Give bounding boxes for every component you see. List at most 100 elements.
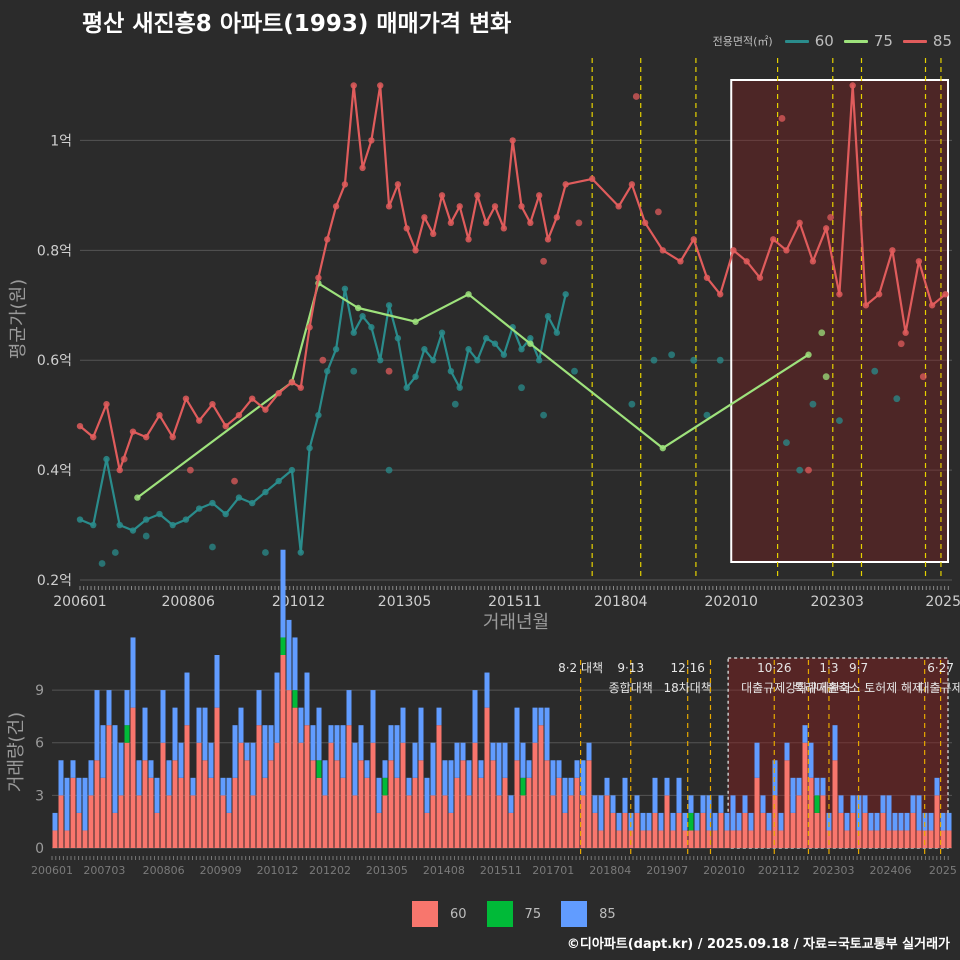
volume-bar-85 [190, 777, 196, 796]
price-x-tick-label: 2025 [925, 594, 960, 610]
bar-legend-item-85: 85 [561, 901, 616, 927]
volume-x-tick-label: 202406 [869, 864, 911, 877]
volume-bar-60 [406, 795, 412, 848]
price-x-tick-label: 202303 [810, 594, 863, 610]
price-point-60 [447, 368, 455, 375]
volume-bar-85 [94, 690, 100, 761]
policy-label: 9·7 [849, 661, 868, 675]
volume-bar-60 [508, 812, 514, 848]
price-point-60 [306, 444, 313, 452]
price-point-60 [315, 411, 322, 419]
volume-bar-85 [532, 707, 538, 743]
price-point-85 [588, 175, 596, 183]
volume-bar-60 [604, 795, 610, 848]
volume-bar-85 [136, 760, 142, 796]
volume-bar-85 [160, 690, 166, 743]
volume-bar-85 [940, 812, 946, 831]
volume-bar-60 [310, 760, 316, 848]
price-point-85 [350, 82, 357, 89]
price-point-85 [500, 225, 508, 232]
bar-legend-swatch-60 [412, 901, 438, 927]
price-point-85 [438, 192, 446, 199]
price-point-85 [447, 219, 455, 227]
volume-bar-85 [304, 672, 310, 726]
volume-bar-60 [670, 830, 676, 848]
volume-bar-60 [286, 690, 292, 848]
volume-bar-85 [442, 760, 448, 796]
price-point-85 [482, 219, 490, 227]
volume-x-tick-label: 200909 [200, 864, 242, 877]
volume-bar-60 [340, 777, 346, 848]
volume-bar-85 [910, 795, 916, 813]
volume-bar-85 [280, 549, 286, 638]
volume-x-tick-label: 201408 [423, 864, 465, 877]
volume-bar-60 [574, 777, 580, 848]
volume-bar-60 [754, 777, 760, 848]
bar-legend-label-75: 75 [524, 906, 542, 922]
volume-x-tick-label: 2025 [929, 864, 957, 877]
volume-bar-75 [814, 795, 820, 813]
price-point-85 [324, 236, 331, 243]
volume-bar-60 [904, 830, 910, 848]
price-y-tick-label: 0.8억 [37, 243, 72, 259]
volume-bar-85 [232, 725, 238, 778]
price-point-85 [677, 258, 684, 265]
price-point-60 [421, 346, 428, 353]
volume-bar-60 [238, 742, 244, 848]
volume-bar-85 [388, 725, 394, 761]
volume-bar-85 [586, 742, 592, 761]
price-point-60 [209, 499, 216, 507]
volume-bar-85 [772, 760, 778, 796]
volume-bar-60 [550, 795, 556, 848]
volume-bar-60 [934, 795, 940, 848]
volume-bar-85 [844, 812, 850, 831]
volume-bar-60 [106, 725, 112, 848]
volume-bar-85 [244, 742, 250, 761]
volume-bar-60 [196, 742, 202, 848]
price-point-60 [143, 516, 150, 523]
legend-item-75: 75 [843, 32, 893, 50]
price-dot-85 [654, 208, 662, 216]
price-point-85 [332, 203, 340, 210]
volume-bar-60 [862, 812, 868, 848]
volume-bar-60 [664, 795, 670, 848]
volume-bar-85 [208, 742, 214, 778]
price-point-85 [306, 324, 313, 331]
volume-y-tick-label: 9 [35, 683, 44, 699]
volume-bar-60 [250, 795, 256, 848]
bar-legend-swatch-75 [486, 901, 513, 927]
price-dot-60 [783, 439, 790, 447]
volume-bar-85 [166, 760, 172, 796]
volume-bar-85 [118, 742, 124, 796]
volume-bar-75 [316, 760, 322, 778]
price-point-60 [156, 510, 163, 518]
volume-bar-85 [370, 690, 376, 743]
policy-label: 1·3 [819, 661, 838, 675]
volume-bar-60 [652, 812, 658, 848]
price-point-60 [350, 329, 357, 336]
price-point-85 [359, 164, 366, 172]
price-point-60 [129, 527, 137, 534]
price-dot-60 [628, 400, 636, 408]
volume-bar-85 [802, 725, 808, 743]
volume-bar-60 [184, 725, 190, 848]
volume-bar-85 [616, 812, 622, 831]
price-point-85 [730, 247, 737, 254]
price-point-85 [129, 428, 137, 435]
volume-bar-85 [700, 795, 706, 813]
volume-bar-60 [460, 760, 466, 848]
volume-bar-60 [910, 812, 916, 848]
volume-bar-60 [856, 830, 862, 848]
volume-bar-60 [136, 795, 142, 848]
volume-bar-60 [118, 795, 124, 848]
volume-bar-60 [316, 777, 322, 848]
volume-bar-60 [562, 812, 568, 848]
price-point-85 [769, 236, 777, 243]
price-point-60 [116, 521, 123, 529]
price-point-60 [377, 357, 384, 364]
volume-bar-60 [718, 812, 724, 848]
volume-bar-60 [160, 742, 166, 848]
policy-sublabel: 대출규제강화 [741, 681, 807, 695]
volume-bar-60 [742, 812, 748, 848]
volume-bar-85 [712, 812, 718, 831]
